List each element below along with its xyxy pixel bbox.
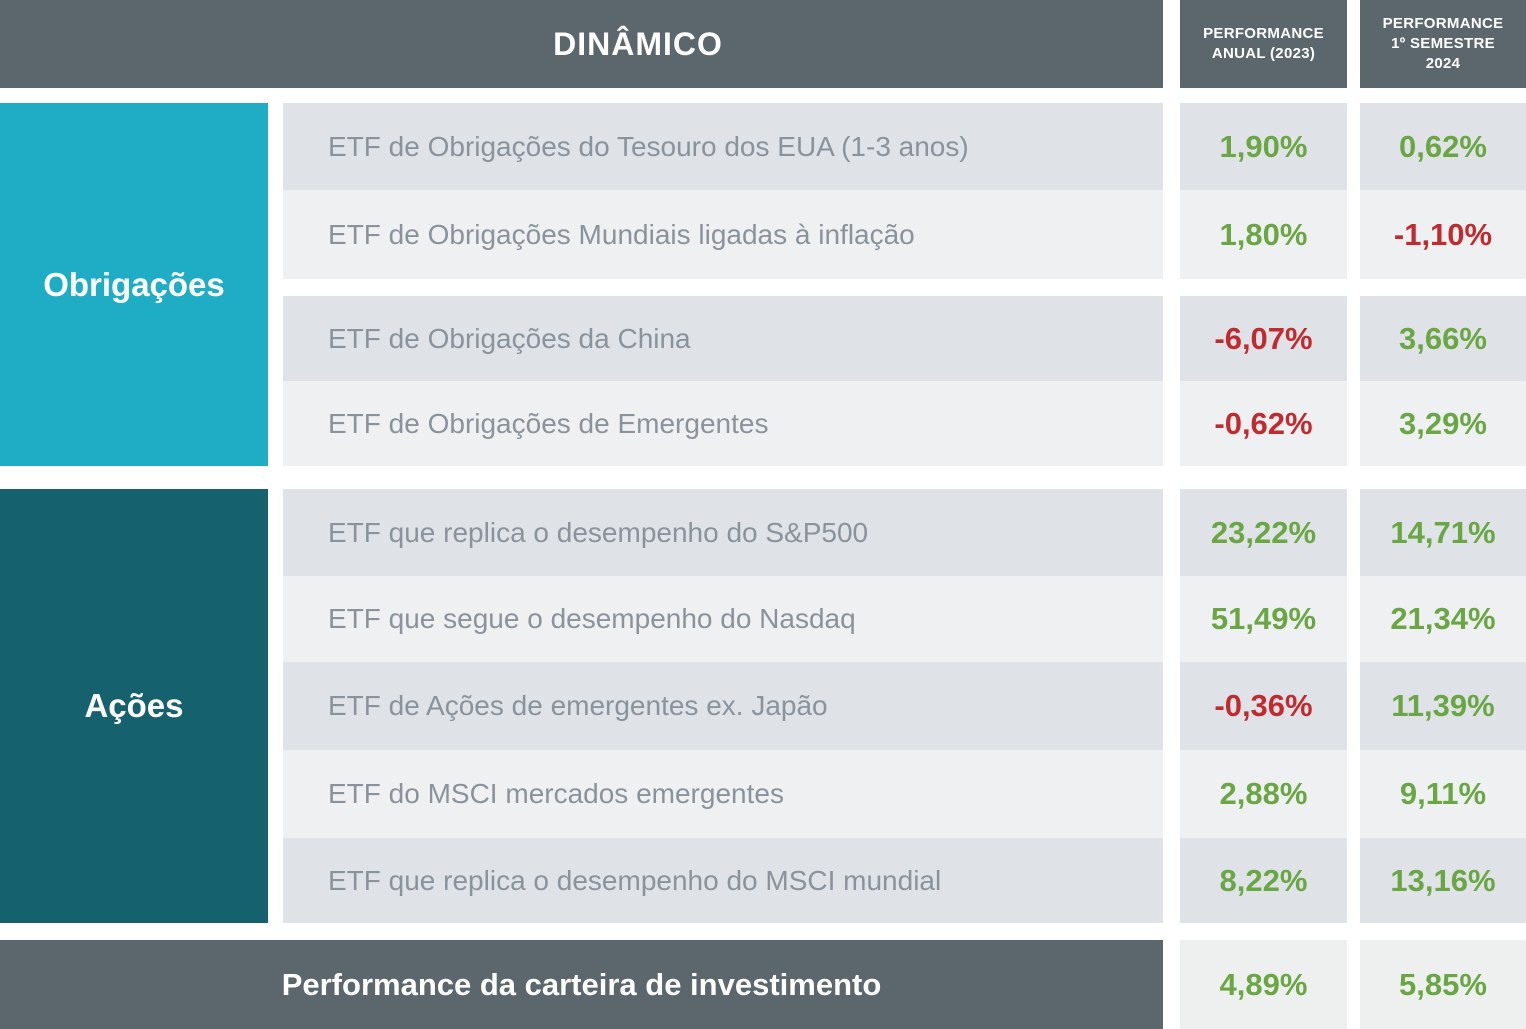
perf-2024-value: 0,62% — [1360, 103, 1526, 190]
perf-2023-value: 23,22% — [1180, 489, 1347, 576]
perf-2023-value: -6,07% — [1180, 296, 1347, 381]
etf-name: ETF do MSCI mercados emergentes — [283, 750, 1163, 838]
perf-2024-value: 14,71% — [1360, 489, 1526, 576]
etf-name: ETF que replica o desempenho do MSCI mun… — [283, 838, 1163, 923]
etf-name: ETF de Obrigações de Emergentes — [283, 381, 1163, 466]
etf-name: ETF de Ações de emergentes ex. Japão — [283, 662, 1163, 750]
etf-name: ETF que replica o desempenho do S&P500 — [283, 489, 1163, 576]
table-header-bar: DINÂMICO — [0, 0, 1163, 88]
perf-2023-value: -0,36% — [1180, 662, 1347, 750]
perf-2024-value: -1,10% — [1360, 190, 1526, 279]
perf-2023-value: 51,49% — [1180, 576, 1347, 662]
perf-2023-value: 1,90% — [1180, 103, 1347, 190]
perf-2023-value: 2,88% — [1180, 750, 1347, 838]
perf-2023-value: 1,80% — [1180, 190, 1347, 279]
footer-label: Performance da carteira de investimento — [281, 966, 882, 1002]
perf-2023-value: -0,62% — [1180, 381, 1347, 466]
column-header-2024: PERFORMANCE 1º SEMESTRE 2024 — [1360, 0, 1526, 88]
etf-name: ETF de Obrigações do Tesouro dos EUA (1-… — [283, 103, 1163, 190]
perf-2023-value: 8,22% — [1180, 838, 1347, 923]
etf-name: ETF de Obrigações da China — [283, 296, 1163, 381]
perf-2024-value: 3,29% — [1360, 381, 1526, 466]
column-header-2023: PERFORMANCE ANUAL (2023) — [1180, 0, 1347, 88]
footer-perf-2023-value: 4,89% — [1180, 940, 1347, 1029]
etf-name: ETF de Obrigações Mundiais ligadas à inf… — [283, 190, 1163, 279]
perf-2024-value: 9,11% — [1360, 750, 1526, 838]
section-label-acoes: Ações — [0, 489, 268, 923]
page-title: DINÂMICO — [553, 25, 723, 62]
perf-2024-value: 11,39% — [1360, 662, 1526, 750]
perf-2024-value: 3,66% — [1360, 296, 1526, 381]
section-label-obrigacoes: Obrigações — [0, 103, 268, 466]
etf-name: ETF que segue o desempenho do Nasdaq — [283, 576, 1163, 662]
perf-2024-value: 13,16% — [1360, 838, 1526, 923]
footer-perf-2024-value: 5,85% — [1360, 940, 1526, 1029]
footer-bar: Performance da carteira de investimento — [0, 940, 1163, 1029]
perf-2024-value: 21,34% — [1360, 576, 1526, 662]
